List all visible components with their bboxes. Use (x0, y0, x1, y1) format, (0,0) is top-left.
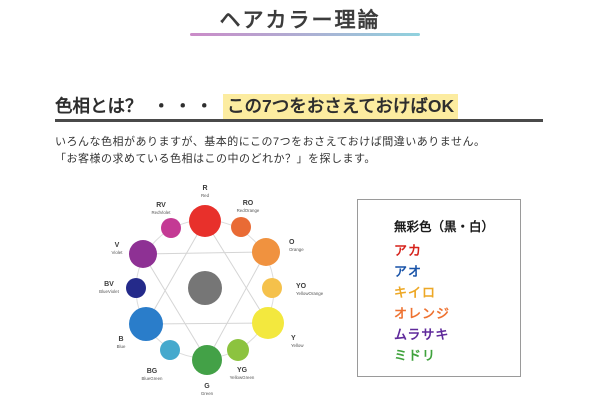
legend-item-kiiro: キイロ (394, 285, 437, 300)
wheel-label-yelloworange-name: YellowOrange (296, 291, 324, 296)
legend-item-orenji: オレンジ (394, 306, 451, 321)
wheel-label-red-name: Red (201, 193, 210, 198)
wheel-label-yellowgreen-code: YG (237, 367, 248, 374)
wheel-circle-blue (129, 307, 163, 341)
heading-question: 色相とは？ (55, 96, 143, 116)
primary-triangle (145, 220, 269, 325)
color-wheel: R Red RO RedOrange O Orange YO YellowOra… (99, 185, 324, 396)
heading-rule (55, 119, 543, 122)
legend-item-murasaki: ムラサキ (394, 327, 450, 342)
wheel-label-redviolet-name: RedViolet (152, 210, 172, 215)
wheel-label-yellow-name: Yellow (291, 343, 304, 348)
heading-highlight: この7つをおさえておけばOK (223, 94, 459, 119)
secondary-triangle (142, 251, 267, 362)
wheel-center-neutral (188, 271, 222, 305)
wheel-circle-redorange (231, 217, 251, 237)
wheel-circle-yelloworange (262, 278, 282, 298)
wheel-circle-orange (252, 238, 280, 266)
heading-dots: ・・・ (152, 96, 217, 116)
wheel-circle-red (189, 205, 221, 237)
legend-item-aka: アカ (394, 243, 423, 258)
intro-line-2: 「お客様の求めている色相はこの中のどれか？」を探します。 (55, 153, 376, 165)
wheel-label-yellowgreen-name: YellowGreen (230, 375, 255, 380)
wheel-label-blueviolet-name: BlueViolet (99, 289, 119, 294)
wheel-label-blueviolet-code: BV (104, 281, 114, 288)
wheel-label-orange-name: Orange (289, 247, 304, 252)
wheel-label-yellow-code: Y (291, 335, 296, 342)
wheel-label-green-name: Green (201, 391, 214, 396)
intro-text: いろんな色相がありますが、基本的にこの7つをおさえておけば間違いありません。 「… (55, 134, 485, 168)
wheel-label-red-code: R (202, 185, 207, 192)
legend-title: 無彩色（黒・白） (394, 220, 495, 234)
wheel-label-blue-name: Blue (117, 344, 126, 349)
wheel-label-green-code: G (204, 383, 210, 390)
wheel-circle-bluegreen (160, 340, 180, 360)
legend-item-midori: ミドリ (394, 348, 437, 363)
wheel-circle-yellowgreen (227, 339, 249, 361)
wheel-label-bluegreen-name: BlueGreen (142, 376, 164, 381)
wheel-circle-redviolet (161, 218, 181, 238)
wheel-circle-violet (129, 240, 157, 268)
wheel-label-orange-code: O (289, 239, 295, 246)
wheel-label-redviolet-code: RV (156, 202, 166, 209)
wheel-label-redorange-code: RO (243, 200, 254, 207)
wheel-label-yelloworange-code: YO (296, 283, 307, 290)
section-heading: 色相とは？ ・・・ この7つをおさえておけばOK (55, 93, 459, 119)
wheel-label-violet-name: Violet (112, 250, 124, 255)
intro-line-1: いろんな色相がありますが、基本的にこの7つをおさえておけば間違いありません。 (55, 136, 486, 148)
wheel-circle-yellow (252, 307, 284, 339)
legend-box: 無彩色（黒・白） アカ アオ キイロ オレンジ ムラサキ ミドリ (357, 199, 521, 377)
page-title: ヘアカラー理論 (219, 9, 381, 32)
wheel-circle-green (192, 345, 222, 375)
wheel-label-redorange-name: RedOrange (237, 208, 260, 213)
legend-item-ao: アオ (394, 264, 423, 279)
wheel-label-blue-code: B (118, 336, 123, 343)
wheel-label-violet-code: V (115, 242, 120, 249)
title-underline (190, 33, 420, 36)
wheel-circle-blueviolet (126, 278, 146, 298)
wheel-label-bluegreen-code: BG (147, 368, 158, 375)
